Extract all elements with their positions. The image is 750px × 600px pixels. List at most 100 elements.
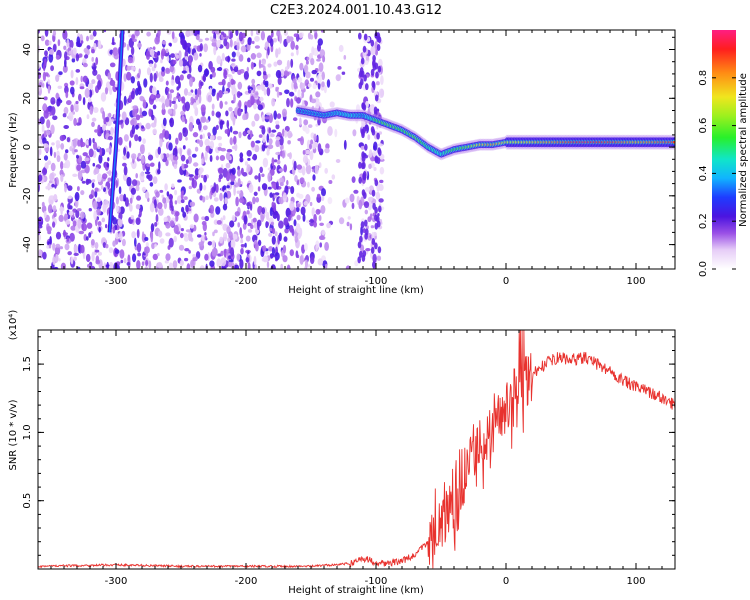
noise-blob bbox=[48, 49, 55, 55]
noise-blob bbox=[89, 34, 94, 40]
noise-blob bbox=[253, 222, 258, 229]
noise-blob bbox=[380, 88, 385, 98]
noise-blob bbox=[379, 179, 384, 184]
noise-blob bbox=[161, 102, 166, 111]
noise-blob bbox=[83, 47, 89, 54]
noise-blob bbox=[109, 79, 116, 86]
noise-blob bbox=[41, 124, 45, 133]
noise-blob bbox=[360, 145, 365, 150]
noise-blob bbox=[334, 128, 338, 138]
noise-blob bbox=[97, 201, 102, 208]
noise-blob bbox=[47, 241, 50, 245]
noise-blob bbox=[281, 108, 288, 118]
noise-blob bbox=[163, 216, 168, 223]
noise-blob bbox=[115, 232, 119, 240]
noise-blob bbox=[88, 137, 92, 147]
noise-blob bbox=[48, 244, 52, 249]
noise-blob bbox=[159, 138, 163, 148]
noise-blob bbox=[136, 218, 141, 222]
noise-blob bbox=[286, 35, 291, 44]
noise-blob bbox=[272, 192, 276, 202]
noise-blob bbox=[313, 221, 317, 228]
noise-blob bbox=[345, 265, 351, 269]
noise-blob bbox=[181, 206, 185, 213]
streak-blob bbox=[362, 171, 367, 178]
noise-blob bbox=[239, 259, 244, 269]
noise-blob bbox=[256, 52, 262, 59]
noise-blob bbox=[209, 87, 212, 96]
noise-blob bbox=[354, 260, 359, 267]
noise-blob bbox=[253, 191, 258, 196]
noise-blob bbox=[73, 117, 77, 127]
noise-blob bbox=[233, 186, 236, 196]
x-tick-label: 0 bbox=[503, 576, 509, 587]
noise-blob bbox=[145, 122, 151, 130]
noise-blob bbox=[327, 197, 333, 205]
noise-blob bbox=[175, 54, 180, 59]
noise-blob bbox=[355, 104, 361, 113]
noise-blob bbox=[50, 162, 56, 172]
streak-blob bbox=[357, 256, 362, 264]
noise-blob bbox=[236, 253, 241, 262]
noise-blob bbox=[201, 220, 207, 226]
noise-blob bbox=[267, 186, 272, 190]
noise-blob bbox=[337, 66, 342, 70]
noise-blob bbox=[180, 228, 184, 232]
noise-blob bbox=[173, 155, 176, 161]
noise-blob bbox=[317, 81, 321, 90]
ridge-core bbox=[672, 140, 675, 144]
noise-blob bbox=[59, 169, 64, 177]
noise-blob bbox=[147, 154, 154, 161]
noise-blob bbox=[44, 39, 50, 46]
noise-blob bbox=[45, 129, 51, 136]
noise-blob bbox=[179, 232, 184, 239]
noise-blob bbox=[315, 208, 321, 215]
noise-blob bbox=[313, 133, 317, 142]
noise-blob bbox=[302, 150, 306, 155]
noise-blob bbox=[263, 71, 267, 76]
noise-blob bbox=[63, 45, 67, 50]
noise-blob bbox=[341, 71, 346, 75]
noise-blob bbox=[86, 45, 91, 50]
noise-blob bbox=[118, 136, 123, 146]
noise-blob bbox=[271, 182, 277, 189]
noise-blob bbox=[284, 130, 288, 138]
noise-blob bbox=[40, 35, 45, 42]
noise-blob bbox=[157, 30, 161, 38]
noise-blob bbox=[276, 213, 280, 222]
noise-blob bbox=[192, 254, 196, 258]
noise-blob bbox=[253, 255, 257, 266]
noise-blob bbox=[44, 30, 49, 37]
streak-blob bbox=[376, 44, 381, 51]
x-tick-label: 100 bbox=[626, 276, 645, 287]
noise-blob bbox=[64, 183, 67, 193]
noise-blob bbox=[255, 140, 261, 144]
noise-blob bbox=[103, 199, 109, 208]
noise-blob bbox=[369, 104, 376, 114]
noise-blob bbox=[198, 38, 203, 43]
noise-blob bbox=[167, 108, 173, 115]
noise-blob bbox=[257, 104, 263, 111]
noise-blob bbox=[58, 214, 64, 222]
noise-blob bbox=[160, 153, 164, 160]
noise-blob bbox=[326, 79, 331, 88]
noise-blob bbox=[201, 216, 206, 220]
noise-blob bbox=[283, 217, 289, 226]
noise-blob bbox=[310, 98, 317, 104]
noise-blob bbox=[167, 92, 170, 100]
snr-x-ticks: -300 -200 -100 0 100 bbox=[50, 330, 676, 587]
noise-blob bbox=[266, 86, 271, 97]
noise-blob bbox=[89, 265, 96, 269]
noise-blob bbox=[307, 181, 310, 188]
noise-blob bbox=[268, 127, 272, 134]
noise-blob bbox=[300, 206, 306, 216]
noise-blob bbox=[108, 170, 112, 176]
noise-blob bbox=[78, 93, 82, 102]
noise-blob bbox=[212, 231, 215, 237]
noise-blob bbox=[169, 42, 172, 47]
noise-blob bbox=[236, 42, 240, 51]
noise-blob bbox=[254, 113, 260, 122]
noise-blob bbox=[95, 208, 101, 216]
noise-blob bbox=[72, 220, 77, 227]
